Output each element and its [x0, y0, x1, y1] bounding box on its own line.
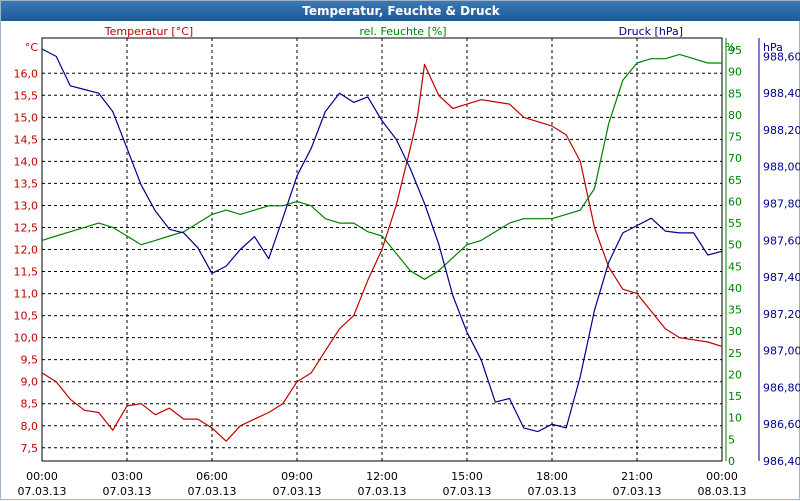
x-tick-date-label: 07.03.13 [188, 485, 237, 498]
y-right2-tick-label: 988,20 [763, 124, 800, 137]
y-right1-tick-label: 15 [728, 390, 742, 403]
y-right1-tick-label: 10 [728, 412, 742, 425]
y-left-unit-label: °C [25, 41, 39, 54]
axes: 00:00 07.03.13 03:00 07.03.13 06:00 07.03.13 0… [14, 25, 800, 498]
y-right2-tick-label: 987,40 [763, 271, 800, 284]
x-tick-time-label: 00:00 [26, 470, 58, 483]
y-right2-tick-label: 987,80 [763, 198, 800, 211]
x-tick-time-label: 12:00 [366, 470, 398, 483]
y-left-tick-label: 8,5 [21, 398, 39, 411]
y-right1-tick-label: 85 [728, 87, 742, 100]
y-left-tick-label: 11,0 [14, 288, 39, 301]
y-right1-tick-label: 65 [728, 174, 742, 187]
series-label: Druck [hPa] [619, 25, 683, 38]
y-left-tick-label: 15,0 [14, 111, 39, 124]
y-left-tick-label: 16,0 [14, 67, 39, 80]
y-left-tick-label: 8,0 [21, 420, 39, 433]
x-tick-date-label: 07.03.13 [528, 485, 577, 498]
y-left-tick-label: 11,5 [14, 266, 39, 279]
y-right1-unit-label: % [725, 41, 735, 54]
y-left-tick-label: 15,5 [14, 89, 39, 102]
y-right2-tick-label: 986,40 [763, 455, 800, 468]
y-right1-tick-label: 40 [728, 282, 742, 295]
x-tick-time-label: 06:00 [196, 470, 228, 483]
x-tick-date-label: 07.03.13 [613, 485, 662, 498]
x-tick-time-label: 15:00 [451, 470, 483, 483]
x-tick-date-label: 07.03.13 [443, 485, 492, 498]
y-left-tick-label: 9,5 [21, 354, 39, 367]
y-right1-tick-label: 60 [728, 195, 742, 208]
y-left-tick-label: 12,5 [14, 221, 39, 234]
y-right1-tick-label: 5 [728, 433, 735, 446]
y-left-tick-label: 10,0 [14, 332, 39, 345]
x-tick-date-label: 07.03.13 [18, 485, 67, 498]
y-left-tick-label: 13,0 [14, 199, 39, 212]
y-right1-tick-label: 25 [728, 347, 742, 360]
y-right1-tick-label: 20 [728, 368, 742, 381]
x-tick-date-label: 07.03.13 [273, 485, 322, 498]
y-right2-tick-label: 987,00 [763, 345, 800, 358]
x-tick-date-label: 07.03.13 [358, 485, 407, 498]
y-right1-tick-label: 45 [728, 260, 742, 273]
y-right2-tick-label: 987,20 [763, 308, 800, 321]
y-left-tick-label: 14,0 [14, 155, 39, 168]
y-left-tick-label: 13,5 [14, 177, 39, 190]
y-right2-tick-label: 986,60 [763, 418, 800, 431]
series-label: rel. Feuchte [%] [359, 25, 446, 38]
y-left-tick-label: 12,0 [14, 244, 39, 257]
y-left-tick-label: 9,0 [21, 376, 39, 389]
y-right1-tick-label: 0 [728, 455, 735, 468]
y-right1-tick-label: 90 [728, 66, 742, 79]
y-right2-tick-label: 988,00 [763, 161, 800, 174]
y-left-tick-label: 14,5 [14, 133, 39, 146]
y-right1-tick-label: 35 [728, 304, 742, 317]
y-left-tick-label: 7,5 [21, 442, 39, 455]
y-right2-tick-label: 987,60 [763, 234, 800, 247]
x-tick-date-label: 07.03.13 [103, 485, 152, 498]
y-right2-tick-label: 986,80 [763, 381, 800, 394]
y-right1-tick-label: 50 [728, 239, 742, 252]
y-right2-unit-label: hPa [763, 41, 783, 54]
series-label: Temperatur [°C] [104, 25, 193, 38]
y-right1-tick-label: 80 [728, 109, 742, 122]
y-right1-tick-label: 70 [728, 152, 742, 165]
y-right1-tick-label: 55 [728, 217, 742, 230]
y-left-tick-label: 10,5 [14, 310, 39, 323]
x-tick-time-label: 18:00 [536, 470, 568, 483]
x-tick-date-label: 08.03.13 [698, 485, 747, 498]
y-right1-tick-label: 75 [728, 131, 742, 144]
x-tick-time-label: 21:00 [621, 470, 653, 483]
y-right2-tick-label: 988,40 [763, 87, 800, 100]
x-tick-time-label: 09:00 [281, 470, 313, 483]
y-right1-tick-label: 30 [728, 325, 742, 338]
x-tick-time-label: 00:00 [706, 470, 738, 483]
x-tick-time-label: 03:00 [111, 470, 143, 483]
